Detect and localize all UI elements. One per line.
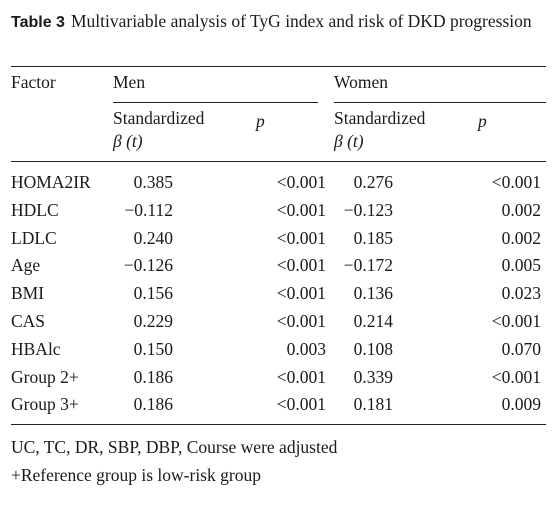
- p-cell: <0.001: [276, 394, 326, 415]
- beta-cell: 0.276: [353, 172, 393, 192]
- p-cell: <0.001: [276, 255, 326, 276]
- subheader: p: [478, 111, 487, 131]
- subheader: β (t): [113, 131, 143, 151]
- beta-cell: 0.186: [133, 394, 173, 415]
- p-cell: 0.070: [501, 338, 541, 359]
- beta-cell: 0.185: [353, 227, 393, 248]
- bottom-rule: [11, 424, 546, 425]
- beta-cell: 0.240: [133, 227, 173, 248]
- beta-cell: 0.339: [353, 366, 393, 387]
- factor-cell: HBAlc: [11, 338, 61, 359]
- p-cell: 0.003: [286, 338, 326, 359]
- factor-cell: HDLC: [11, 199, 59, 220]
- beta-cell: −0.172: [343, 255, 393, 276]
- footnote: UC, TC, DR, SBP, DBP, Course were adjust…: [11, 437, 338, 457]
- subheader: β (t): [334, 131, 364, 151]
- factor-cell: Group 2+: [11, 366, 79, 387]
- top-rule: [11, 66, 546, 67]
- p-cell: 0.009: [501, 394, 541, 415]
- p-cell: <0.001: [276, 366, 326, 387]
- factor-cell: Age: [11, 255, 41, 276]
- p-cell: 0.002: [501, 199, 541, 220]
- footnote: +Reference group is low-risk group: [11, 465, 261, 485]
- caption-text: Multivariable analysis of TyG index and …: [70, 11, 532, 31]
- beta-cell: −0.126: [123, 255, 173, 276]
- p-cell: 0.005: [501, 255, 541, 276]
- p-cell: <0.001: [491, 172, 541, 192]
- table-caption: Table 3 Multivariable analysis of TyG ind…: [11, 10, 546, 34]
- beta-cell: −0.123: [343, 199, 393, 220]
- beta-cell: 0.385: [133, 172, 173, 192]
- header-rule: [11, 161, 546, 162]
- group-header: Men: [113, 72, 146, 92]
- p-cell: <0.001: [276, 283, 326, 304]
- p-cell: <0.001: [491, 311, 541, 331]
- factor-cell: BMI: [11, 283, 45, 304]
- beta-cell: 0.229: [133, 311, 173, 331]
- p-cell: 0.023: [501, 283, 541, 304]
- factor-header: Factor: [11, 72, 56, 92]
- group-rule: [113, 102, 318, 103]
- factor-cell: LDLC: [11, 227, 57, 248]
- factor-cell: CAS: [11, 311, 46, 331]
- p-cell: <0.001: [276, 172, 326, 192]
- p-cell: <0.001: [276, 311, 326, 331]
- group-rule: [334, 102, 546, 103]
- subheader: Standardized: [113, 108, 205, 128]
- beta-cell: 0.156: [133, 283, 173, 304]
- factor-cell: HOMA2IR: [11, 172, 91, 192]
- beta-cell: 0.186: [133, 366, 173, 387]
- p-cell: 0.002: [501, 227, 541, 248]
- subheader: Standardized: [334, 108, 426, 128]
- group-header: Women: [334, 72, 388, 92]
- p-cell: <0.001: [491, 366, 541, 387]
- beta-cell: −0.112: [124, 199, 173, 220]
- table-label: Table 3: [11, 14, 65, 31]
- beta-cell: 0.108: [353, 338, 393, 359]
- p-cell: <0.001: [276, 199, 326, 220]
- beta-cell: 0.136: [353, 283, 393, 304]
- beta-cell: 0.214: [353, 311, 393, 331]
- factor-cell: Group 3+: [11, 394, 79, 415]
- p-cell: <0.001: [276, 227, 326, 248]
- subheader: p: [256, 111, 265, 131]
- beta-cell: 0.181: [353, 394, 393, 415]
- beta-cell: 0.150: [133, 338, 173, 359]
